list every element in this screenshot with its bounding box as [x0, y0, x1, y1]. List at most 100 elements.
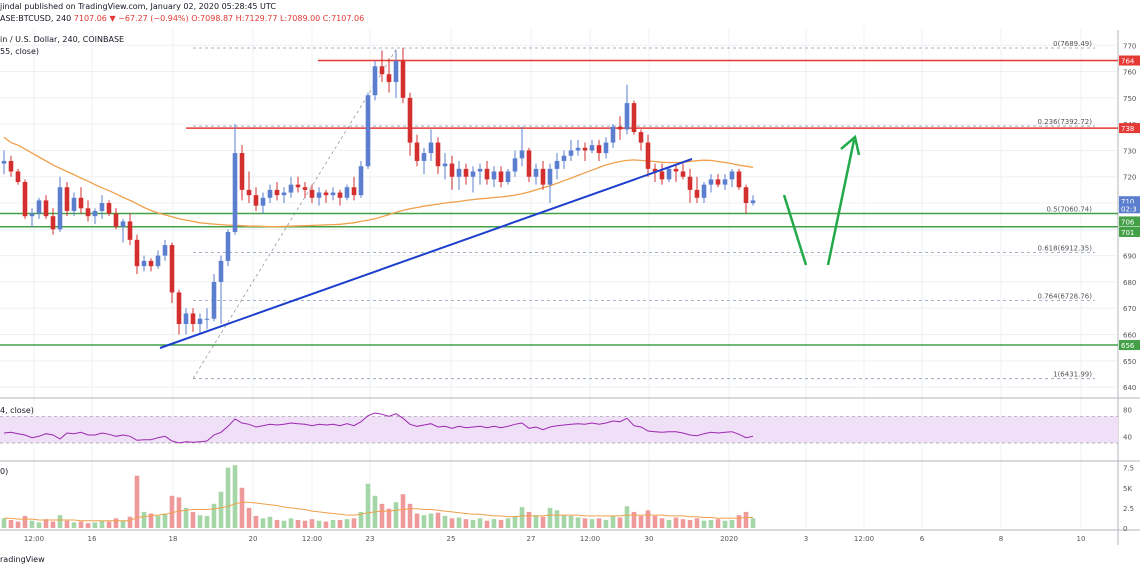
fib-level-label: 0.618(6912.35)	[1038, 244, 1093, 252]
footer-brand: radingView	[0, 555, 45, 564]
volume-bar-down	[736, 515, 742, 528]
volume-bar-down	[43, 519, 49, 528]
volume-bar-down	[743, 511, 749, 528]
candle-up	[316, 192, 322, 198]
forecast-up-arrow	[826, 139, 856, 266]
y-tick-label: 660	[1123, 332, 1136, 340]
ma-line	[3, 136, 754, 228]
volume-bar-up	[708, 519, 714, 528]
candle-up	[470, 171, 476, 177]
candle-down	[127, 221, 133, 240]
candle-down	[113, 213, 119, 227]
candle-down	[687, 176, 693, 190]
candle-up	[36, 200, 42, 214]
volume-bar-up	[701, 520, 707, 528]
y-tick-label: 750	[1123, 95, 1136, 103]
y-tick-label: 690	[1123, 253, 1136, 261]
candle-down	[463, 168, 469, 177]
ohlc-values: O:7098.87 H:7129.77 L:7089.00 C:7107.06	[191, 14, 365, 23]
volume-bar-up	[120, 520, 126, 528]
candle-up	[267, 189, 273, 198]
volume-bar-up	[92, 522, 98, 528]
volume-bar-up	[456, 517, 462, 528]
candle-up	[281, 192, 287, 196]
rsi-line	[3, 412, 754, 444]
candle-down	[253, 195, 259, 206]
fib-level-label: 0(7689.49)	[1053, 40, 1092, 48]
candle-down	[400, 61, 406, 98]
volume-bar-up	[393, 502, 399, 528]
candle-down	[673, 168, 679, 172]
price-tag-label: 710	[1121, 198, 1134, 206]
candle-up	[225, 231, 231, 261]
volume-bar-up	[561, 515, 567, 528]
price-tag	[1119, 216, 1140, 227]
volume-bar-up	[36, 522, 42, 528]
x-tick-label: 8	[999, 535, 1003, 543]
volume-bar-up	[1, 518, 7, 528]
x-tick-label: 10	[1077, 535, 1086, 543]
volume-ma-line	[4, 501, 753, 522]
candle-down	[484, 168, 490, 180]
volume-bar-down	[673, 517, 679, 528]
volume-bar-down	[407, 503, 413, 528]
candle-up	[547, 168, 553, 185]
volume-bar-up	[316, 520, 322, 528]
volume-label: 0)	[0, 467, 9, 476]
volume-bar-down	[631, 511, 637, 528]
volume-bar-down	[498, 519, 504, 528]
candle-down	[715, 179, 721, 185]
fib-level-label: 1(6431.99)	[1053, 371, 1092, 379]
y-tick-label: 650	[1123, 358, 1136, 366]
candle-down	[407, 97, 413, 143]
volume-bar-up	[477, 518, 483, 528]
price-tag-label: 706	[1121, 218, 1135, 226]
candle-down	[295, 184, 301, 188]
candle-up	[57, 187, 63, 230]
candle-down	[379, 66, 385, 75]
volume-bar-down	[582, 518, 588, 528]
ascending-trendline	[159, 158, 693, 349]
volume-bar-up	[568, 515, 574, 528]
symbol-label: ASE:BTCUSD, 240	[0, 14, 72, 23]
volume-bar-down	[449, 518, 455, 528]
candle-down	[736, 171, 742, 188]
volume-bar-up	[218, 491, 224, 528]
candle-down	[309, 189, 315, 198]
volume-bar-down	[638, 515, 644, 528]
candle-up	[512, 158, 518, 172]
y-tick-label: 730	[1123, 147, 1136, 155]
candle-down	[386, 74, 392, 83]
candle-up	[218, 260, 224, 282]
volume-bar-down	[680, 519, 686, 528]
volume-bar-up	[211, 503, 217, 528]
volume-bar-down	[540, 516, 546, 528]
volume-bar-up	[505, 518, 511, 528]
candle-up	[372, 66, 378, 96]
x-tick-label: 12:00	[580, 535, 600, 543]
y-tick-label: 680	[1123, 279, 1136, 287]
forecast-arrow-head	[840, 134, 861, 156]
volume-bar-down	[652, 515, 658, 528]
candle-down	[449, 163, 455, 177]
volume-bar-down	[50, 521, 56, 528]
down-triangle-icon: ▼	[109, 14, 116, 23]
candle-down	[78, 197, 84, 209]
candle-up	[92, 210, 98, 217]
volume-bar-down	[15, 521, 21, 528]
candle-up	[428, 142, 434, 154]
volume-bar-up	[610, 515, 616, 528]
volume-bar-down	[176, 497, 182, 528]
candle-down	[498, 171, 504, 182]
volume-bar-down	[8, 519, 14, 528]
x-tick-label: 27	[527, 535, 536, 543]
candle-up	[288, 184, 294, 193]
candle-up	[568, 150, 574, 156]
candle-up	[365, 95, 371, 167]
volume-bar-down	[414, 513, 420, 528]
candle-down	[638, 132, 644, 143]
volume-bar-up	[470, 519, 476, 528]
volume-bar-up	[141, 511, 147, 528]
x-tick-label: 30	[645, 535, 654, 543]
